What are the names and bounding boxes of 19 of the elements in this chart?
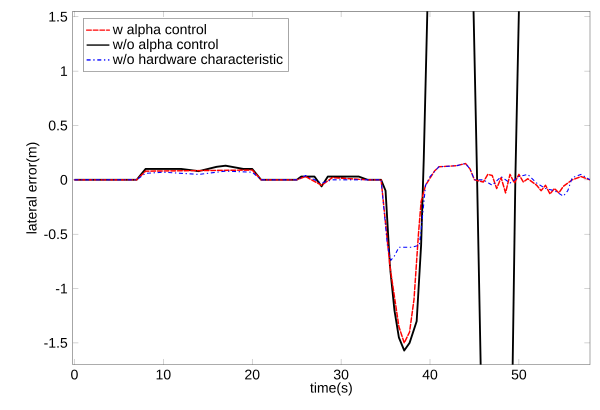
y-tick-label: -1 [56, 284, 68, 294]
x-tick-label: 50 [512, 370, 526, 380]
x-tick-label: 20 [245, 370, 260, 380]
x-tick-label: 40 [422, 370, 438, 380]
y-axis-title: lateral error(m) [26, 142, 40, 234]
line-series [74, 162, 590, 344]
y-tick-label: -1.5 [44, 338, 68, 348]
y-tick-label: 0.5 [48, 120, 68, 130]
x-tick-label: 30 [334, 370, 348, 380]
legend-label: w/o alpha control [112, 38, 218, 52]
x-tick-label: 10 [156, 370, 171, 380]
legend-label: w/o hardware characteristic [112, 54, 283, 64]
y-tick-label: 1 [61, 66, 68, 76]
legend-label: w alpha control [112, 24, 206, 38]
y-tick-label: 0 [60, 174, 68, 185]
x-tick-label: 0 [71, 370, 78, 380]
y-tick-label: -0.5 [44, 229, 68, 240]
x-axis-title: time(s) [310, 382, 352, 396]
y-tick-label: 1.5 [49, 12, 68, 22]
